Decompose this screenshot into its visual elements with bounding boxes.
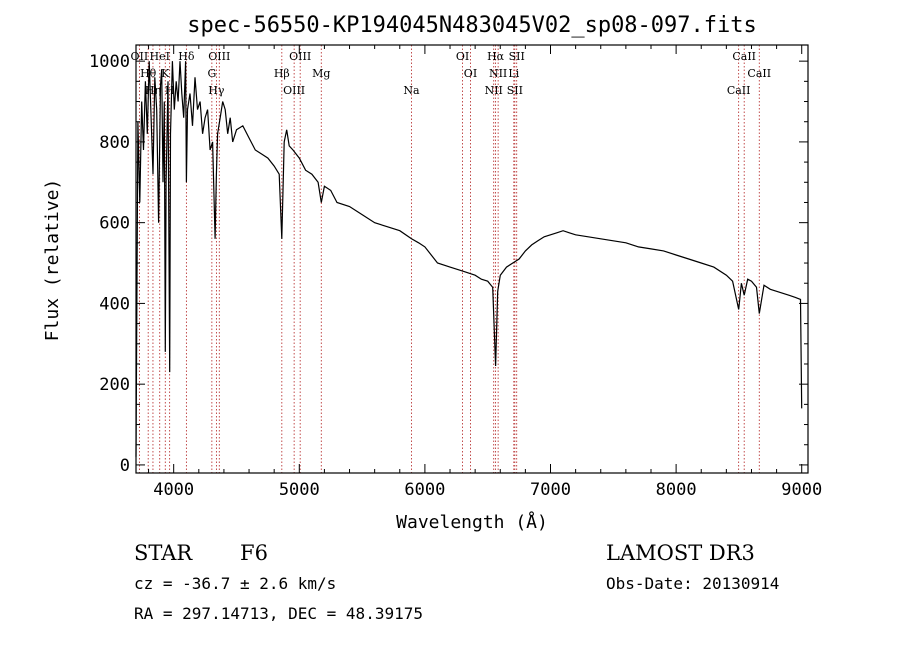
line-label: Na [403, 84, 420, 97]
line-label: NII [489, 67, 507, 80]
line-label: HeI [150, 50, 170, 63]
y-tick-label: 400 [99, 294, 130, 314]
line-label: CaII [732, 50, 756, 63]
coordinates: RA = 297.14713, DEC = 48.39175 [134, 604, 423, 623]
survey-name: LAMOST DR3 [606, 541, 755, 565]
y-axis-ticks: 0 200 400 600 800 1000 [89, 52, 808, 476]
y-tick-label: 1000 [89, 52, 130, 72]
x-tick-label: 7000 [530, 480, 571, 500]
line-label: OIII [289, 50, 311, 63]
x-tick-label: 6000 [404, 480, 445, 500]
spectrum-series-line [135, 61, 803, 457]
line-label: OI [456, 50, 469, 63]
line-label: OII [131, 50, 149, 63]
line-label: OIII [208, 50, 230, 63]
line-label: Hδ [178, 50, 195, 63]
y-tick-label: 800 [99, 133, 130, 153]
line-label: Mg [312, 67, 330, 80]
y-axis-label: Flux (relative) [42, 179, 63, 342]
line-label: OI [464, 67, 477, 80]
spectral-line-markers [138, 45, 760, 473]
line-label: NII [485, 84, 503, 97]
line-label: Hβ [274, 67, 290, 80]
x-tick-label: 9000 [781, 480, 822, 500]
x-tick-label: 4000 [153, 480, 194, 500]
line-label: H [165, 84, 175, 97]
line-label: CaII [747, 67, 771, 80]
line-label: Hη [145, 84, 161, 97]
line-label: CaII [727, 84, 751, 97]
line-label: Hα [487, 50, 505, 63]
x-tick-label: 8000 [656, 480, 697, 500]
x-axis-ticks: 4000 5000 6000 7000 8000 9000 [148, 45, 822, 500]
line-label: OIII [283, 84, 305, 97]
subclass: F6 [240, 541, 268, 565]
x-tick-label: 5000 [279, 480, 320, 500]
chart-title: spec-56550-KP194045N483045V02_sp08-097.f… [187, 13, 757, 38]
obs-date: Obs-Date: 20130914 [606, 574, 779, 593]
y-tick-label: 200 [99, 375, 130, 395]
line-label: SII [507, 84, 523, 97]
y-tick-label: 0 [120, 456, 130, 476]
line-label: Hγ [208, 84, 225, 97]
line-label: G [207, 67, 216, 80]
object-class: STAR [134, 541, 193, 565]
y-tick-label: 600 [99, 214, 130, 234]
plot-frame [135, 44, 809, 474]
line-label: Li [508, 67, 519, 80]
spectral-line-labels: OIIHθHηHeIKHHδGHγOIIIHβOIIIOIIIMgNaOIOIN… [131, 50, 772, 97]
redshift-text: cz = -36.7 ± 2.6 km/s [134, 574, 336, 593]
x-axis-label: Wavelength (Å) [396, 511, 548, 533]
line-label: K [161, 67, 170, 80]
line-label: SII [509, 50, 525, 63]
